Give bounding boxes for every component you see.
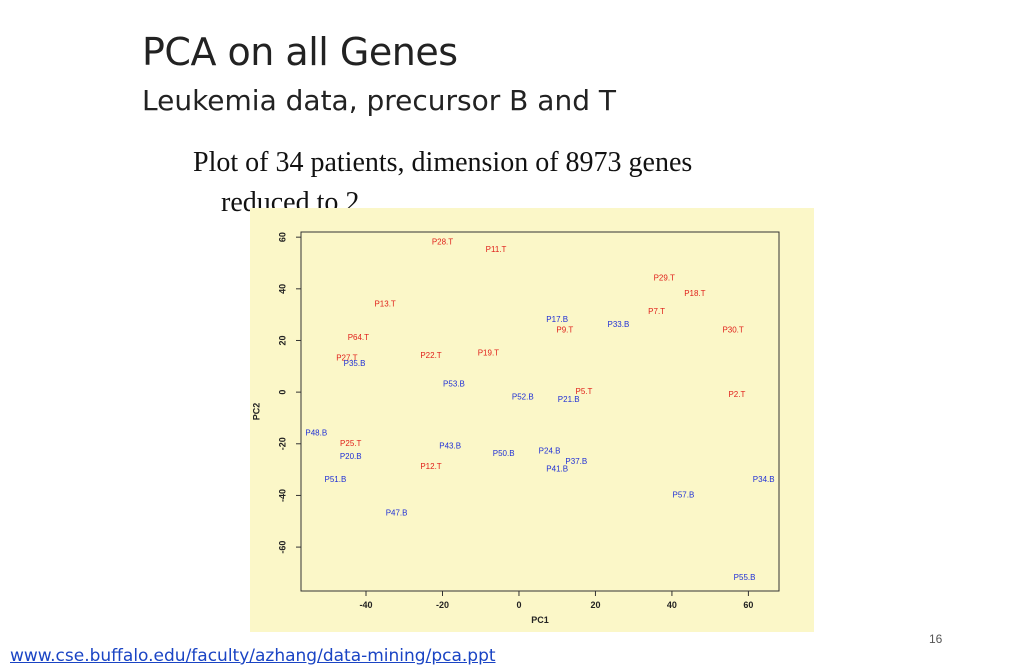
x-tick-label: 60 bbox=[743, 600, 753, 610]
point-label-p33-b: P33.B bbox=[607, 320, 629, 329]
x-tick-label: -40 bbox=[360, 600, 373, 610]
y-tick-label: 60 bbox=[277, 232, 287, 242]
point-label-p22-t: P22.T bbox=[420, 351, 441, 360]
x-tick-label: -20 bbox=[436, 600, 449, 610]
y-tick-label: 40 bbox=[277, 284, 287, 294]
y-axis-label: PC2 bbox=[251, 403, 261, 421]
point-label-p25-t: P25.T bbox=[340, 439, 361, 448]
y-tick-label: -20 bbox=[277, 437, 287, 450]
source-link[interactable]: www.cse.buffalo.edu/faculty/azhang/data-… bbox=[10, 646, 496, 666]
slide-title: PCA on all Genes bbox=[142, 30, 458, 74]
point-label-p19-t: P19.T bbox=[478, 348, 499, 357]
point-label-p12-t: P12.T bbox=[420, 462, 441, 471]
slide-subtitle: Leukemia data, precursor B and T bbox=[142, 84, 616, 117]
pca-scatter-panel: -40 -20 0 20 40 60 60 40 20 0 -20 -40 -60 PC1 PC2 P28.T… bbox=[250, 208, 814, 632]
point-label-p24-b: P24.B bbox=[539, 447, 561, 456]
point-label-p57-b: P57.B bbox=[673, 491, 695, 500]
point-label-p52-b: P52.B bbox=[512, 392, 534, 401]
point-label-p21-b: P21.B bbox=[558, 395, 580, 404]
point-label-p50-b: P50.B bbox=[493, 449, 515, 458]
point-label-p30-t: P30.T bbox=[722, 325, 743, 334]
body-line-1: Plot of 34 patients, dimension of 8973 g… bbox=[193, 147, 693, 178]
x-tick-label: 40 bbox=[667, 600, 677, 610]
point-label-p43-b: P43.B bbox=[439, 441, 461, 450]
point-label-p2-t: P2.T bbox=[728, 390, 745, 399]
x-tick-label: 0 bbox=[516, 600, 521, 610]
y-tick-label: 20 bbox=[277, 335, 287, 345]
y-tick-label: -60 bbox=[277, 541, 287, 554]
point-label-p11-t: P11.T bbox=[486, 245, 507, 254]
slide-number: 16 bbox=[929, 632, 943, 646]
pca-scatter-chart: -40 -20 0 20 40 60 60 40 20 0 -20 -40 -60 PC1 PC2 P28.T… bbox=[251, 231, 780, 625]
point-label-p51-b: P51.B bbox=[325, 475, 347, 484]
plot-frame bbox=[300, 231, 780, 592]
point-label-p20-b: P20.B bbox=[340, 452, 362, 461]
point-label-p18-t: P18.T bbox=[684, 289, 705, 298]
y-tick-label: -40 bbox=[277, 489, 287, 502]
point-label-p47-b: P47.B bbox=[386, 509, 408, 518]
point-label-p9-t: P9.T bbox=[556, 325, 573, 334]
y-tick-label: 0 bbox=[277, 390, 287, 395]
x-tick-label: 20 bbox=[590, 600, 600, 610]
point-label-p53-b: P53.B bbox=[443, 379, 465, 388]
point-label-p27-t: P27.T bbox=[336, 354, 357, 363]
point-label-p34-b: P34.B bbox=[753, 475, 775, 484]
x-axis-label: PC1 bbox=[531, 615, 549, 625]
point-label-p35-b: P35.B bbox=[344, 359, 366, 368]
point-label-p37-b: P37.B bbox=[565, 457, 587, 466]
point-label-p64-t: P64.T bbox=[348, 333, 369, 342]
point-label-p17-b: P17.B bbox=[546, 315, 568, 324]
point-label-p41-b: P41.B bbox=[546, 465, 568, 474]
point-label-p13-t: P13.T bbox=[374, 299, 395, 308]
point-label-p29-t: P29.T bbox=[654, 274, 675, 283]
point-label-p7-t: P7.T bbox=[648, 307, 665, 316]
point-label-p28-t: P28.T bbox=[432, 237, 453, 246]
slide-body-text: Plot of 34 patients, dimension of 8973 g… bbox=[193, 143, 833, 223]
point-label-p5-t: P5.T bbox=[576, 387, 593, 396]
point-label-p55-b: P55.B bbox=[734, 573, 756, 582]
point-label-p48-b: P48.B bbox=[305, 429, 327, 438]
